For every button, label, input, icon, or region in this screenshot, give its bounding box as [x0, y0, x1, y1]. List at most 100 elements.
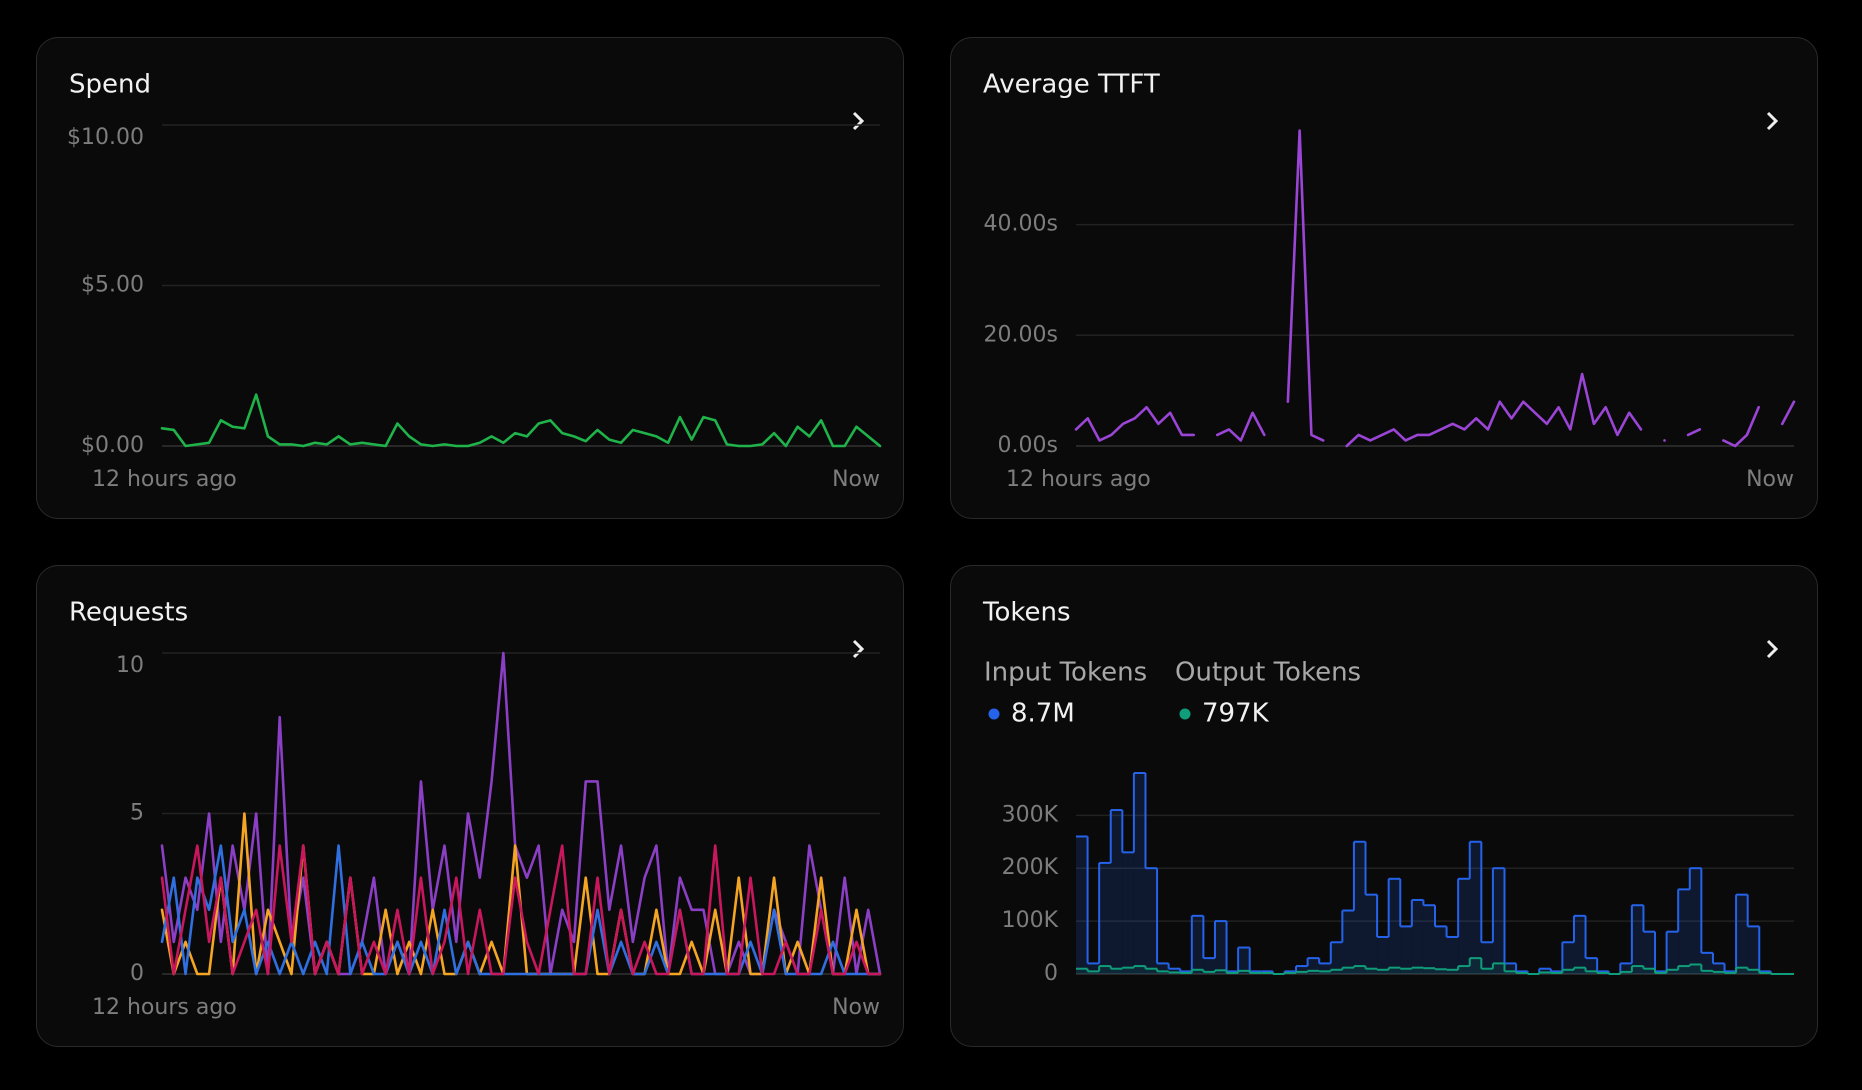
step-area	[1307, 958, 1320, 974]
y-tick-label: 300K	[1002, 802, 1059, 827]
step-area	[1701, 970, 1713, 974]
spend-card[interactable]: Spend $0.00 $5.00 $10.00 12 hours ago Now	[36, 37, 904, 519]
step-area	[1504, 963, 1517, 974]
step-area	[1747, 926, 1760, 974]
step-area	[1353, 841, 1366, 974]
requests-card[interactable]: Requests 0 5 10 12 hours ago Now	[36, 565, 904, 1047]
chart: Spend $0.00 $5.00 $10.00 12 hours ago Now	[67, 70, 882, 492]
step-area	[1492, 963, 1505, 974]
step-area	[1238, 970, 1250, 974]
step-area	[1562, 969, 1574, 974]
series-line	[1074, 129, 1796, 448]
step-area	[1481, 968, 1493, 974]
step-area	[1643, 931, 1656, 974]
chevron-icon[interactable]	[1766, 639, 1779, 659]
y-tick-label: 100K	[1002, 908, 1059, 933]
chevron-icon[interactable]	[852, 639, 865, 659]
step-area	[1678, 966, 1690, 974]
step-area	[1319, 971, 1331, 974]
step-area	[1736, 967, 1748, 974]
step-area	[1319, 963, 1331, 974]
legend-total: 797K	[1202, 699, 1270, 729]
step-area	[1110, 968, 1123, 974]
step-area	[1539, 968, 1551, 974]
step-area	[1377, 936, 1389, 974]
step-area	[1099, 966, 1111, 974]
chart: Average TTFT 0.00s 20.00s 40.00s 12 hours ag…	[983, 70, 1796, 492]
step-area	[1689, 868, 1702, 974]
step-area	[1446, 936, 1459, 974]
y-tick-label: 0.00s	[998, 433, 1058, 458]
series-line	[160, 393, 882, 448]
y-tick-label: 10	[116, 653, 144, 678]
y-tick-label: $10.00	[67, 125, 144, 150]
step-area	[1469, 958, 1482, 974]
step-area	[1666, 969, 1679, 974]
x-tick-label: Now	[832, 467, 880, 492]
step-area	[1099, 862, 1111, 974]
step-area	[1504, 971, 1517, 974]
step-area	[1087, 971, 1100, 974]
step-area	[1585, 958, 1598, 974]
step-area	[1191, 969, 1204, 974]
step-area	[1492, 868, 1505, 974]
step-area	[1458, 966, 1470, 974]
step-area	[1643, 968, 1656, 974]
x-tick-label: Now	[832, 995, 880, 1020]
step-area	[1435, 969, 1447, 974]
legend-dot	[988, 708, 1000, 720]
step-area	[1400, 968, 1412, 974]
step-area	[1133, 773, 1146, 974]
y-tick-label: 20.00s	[984, 322, 1058, 347]
step-area	[1620, 971, 1632, 974]
y-tick-label: 200K	[1002, 855, 1059, 880]
step-area	[1330, 969, 1343, 974]
series-line	[160, 844, 882, 976]
step-area	[1446, 969, 1459, 974]
step-area	[1666, 931, 1679, 974]
step-area	[1203, 971, 1215, 974]
step-area	[1157, 971, 1169, 974]
tokens-card[interactable]: Tokens 0 100K 200K 300K Input Tokens 8.7M Outpu…	[950, 565, 1818, 1047]
x-tick-label: 12 hours ago	[1006, 467, 1151, 492]
step-area	[1701, 952, 1713, 974]
step-area	[1076, 836, 1088, 974]
step-area	[1481, 942, 1493, 974]
y-tick-label: $0.00	[81, 433, 144, 458]
x-tick-label: 12 hours ago	[92, 467, 237, 492]
step-area	[1736, 894, 1748, 974]
step-area	[1214, 970, 1227, 974]
step-area	[1411, 899, 1424, 974]
step-area	[1353, 966, 1366, 974]
step-area	[1388, 967, 1401, 974]
x-tick-label: Now	[1746, 467, 1794, 492]
step-area	[1400, 926, 1412, 974]
step-area	[1087, 963, 1100, 974]
chevron-icon[interactable]	[1766, 111, 1779, 131]
step-area	[1423, 968, 1435, 974]
step-area	[1296, 971, 1308, 974]
step-area	[1365, 894, 1378, 974]
step-area	[1296, 966, 1308, 974]
chart-title: Tokens	[982, 598, 1071, 628]
step-area	[1712, 963, 1725, 974]
step-area	[1689, 964, 1702, 974]
y-tick-label: 5	[130, 801, 144, 826]
step-area	[1631, 966, 1644, 974]
step-area	[1157, 963, 1169, 974]
chart: Tokens 0 100K 200K 300K Input Tokens 8.7M Outpu…	[982, 598, 1794, 986]
step-area	[1423, 905, 1435, 974]
step-area	[1238, 947, 1250, 974]
step-area	[1307, 970, 1320, 974]
step-area	[1712, 971, 1725, 974]
step-area	[1435, 926, 1447, 974]
step-area	[1330, 942, 1343, 974]
ttft-card[interactable]: Average TTFT 0.00s 20.00s 40.00s 12 hours ag…	[950, 37, 1818, 519]
step-area	[1411, 967, 1424, 974]
x-tick-label: 12 hours ago	[92, 995, 237, 1020]
step-area	[1168, 968, 1181, 974]
step-area	[1191, 915, 1204, 974]
step-area	[1110, 810, 1123, 974]
chevron-icon[interactable]	[852, 111, 865, 131]
